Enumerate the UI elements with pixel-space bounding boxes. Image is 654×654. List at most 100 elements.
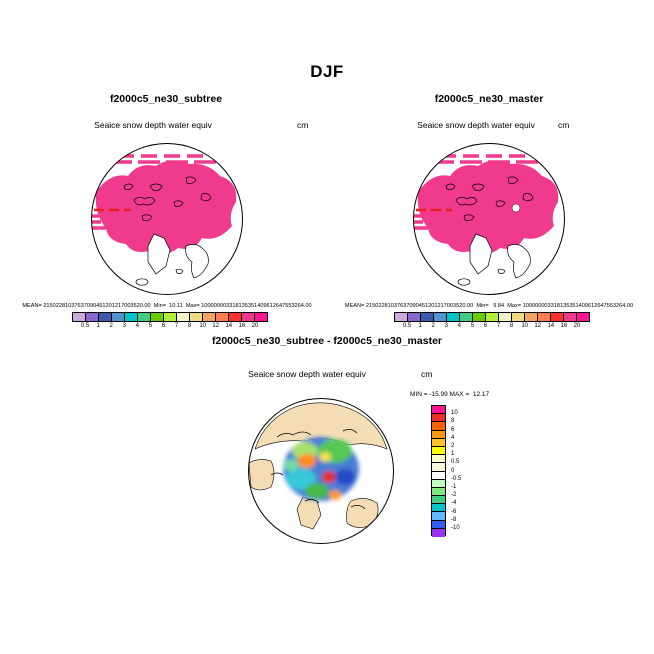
colorbar-tick-label: 6 [451, 426, 455, 433]
colorbar-cells [72, 312, 268, 322]
colorbar-tick-label: 8 [509, 323, 514, 329]
colorbar-cell [486, 313, 499, 321]
colorbar-cell [432, 446, 445, 456]
colorbar-cell [460, 313, 473, 321]
colorbar-tick-label: 10 [521, 323, 528, 329]
colorbar-tick-label: 0.5 [451, 459, 460, 466]
field-label-master: Seaice snow depth water equiv [417, 120, 535, 130]
colorbar-subtree: 0.5 1 2 3 4 5 6 7 8 10 12 14 16 20 [72, 312, 268, 331]
colorbar-tick-label: 0.5 [80, 323, 90, 329]
colorbar-cell [434, 313, 447, 321]
colorbar-cell [447, 313, 460, 321]
colorbar-cells [394, 312, 590, 322]
colorbar-tick-label: 6 [483, 323, 488, 329]
colorbar-cell [432, 504, 445, 513]
colorbar-tick-label: 14 [225, 323, 233, 329]
colorbar-tick-label: 6 [161, 323, 166, 329]
units-label-subtree: cm [297, 120, 309, 130]
colorbar-tick-label: -1 [451, 484, 457, 490]
colorbar-tick-label: 1 [96, 323, 100, 329]
panel-title-subtree: f2000c5_ne30_subtree [109, 93, 223, 105]
field-label-diff: Seaice snow depth water equiv [248, 369, 366, 379]
colorbar-labels: 0.5 1 2 3 4 5 6 7 8 10 12 14 16 20 [394, 323, 590, 331]
colorbar-cell [432, 463, 445, 472]
arctic-map-diff [247, 397, 395, 545]
colorbar-cell [421, 313, 434, 321]
colorbar-tick-label: 2 [451, 443, 455, 449]
colorbar-cell [432, 455, 445, 464]
units-label-diff: cm [421, 369, 433, 379]
colorbar-tick-label: 20 [573, 323, 581, 329]
colorbar-tick-label: 5 [470, 323, 475, 329]
colorbar-diff: 10 8 6 4 2 1 0.5 0 -0.5 -1 -2 -4 -6 -8 -10 [431, 405, 461, 537]
map-anomaly-spot [511, 203, 521, 213]
colorbar-cells [431, 405, 446, 537]
colorbar-tick-label: 7 [496, 323, 501, 329]
colorbar-cell [432, 528, 445, 537]
colorbar-cell [86, 313, 99, 321]
colorbar-cell [432, 438, 445, 447]
colorbar-cell [499, 313, 512, 321]
colorbar-cell [112, 313, 125, 321]
season-title: DJF [310, 62, 344, 81]
colorbar-tick-label: 4 [451, 434, 455, 441]
colorbar-tick-label: 2 [431, 323, 435, 329]
colorbar-cell [538, 313, 551, 321]
units-label-master: cm [558, 120, 570, 130]
colorbar-tick-label: 12 [534, 323, 542, 329]
colorbar-tick-label: 2 [109, 323, 113, 329]
colorbar-cell [525, 313, 538, 321]
colorbar-cell [432, 487, 445, 497]
colorbar-tick-label: 4 [457, 323, 461, 329]
panel-title-master: f2000c5_ne30_master [434, 93, 544, 105]
colorbar-cell [551, 313, 564, 321]
colorbar-cell [432, 520, 445, 529]
colorbar-cell [577, 313, 589, 321]
colorbar-tick-label: 0 [451, 467, 455, 474]
colorbar-cell [432, 479, 445, 488]
colorbar-cell [564, 313, 577, 321]
colorbar-tick-label: 12 [212, 323, 220, 329]
colorbar-tick-label: 7 [174, 323, 179, 329]
colorbar-cell [216, 313, 229, 321]
colorbar-tick-label: -10 [451, 525, 460, 531]
colorbar-cell [408, 313, 421, 321]
colorbar-tick-label: 5 [148, 323, 153, 329]
colorbar-tick-label: 8 [451, 418, 455, 425]
colorbar-cell [125, 313, 138, 321]
colorbar-tick-label: 3 [122, 323, 126, 329]
colorbar-tick-label: 4 [135, 323, 139, 329]
colorbar-labels: 0.5 1 2 3 4 5 6 7 8 10 12 14 16 20 [72, 323, 268, 331]
colorbar-tick-label: -2 [451, 492, 457, 499]
colorbar-tick-label: 10 [199, 323, 206, 329]
arctic-map-subtree [90, 142, 244, 296]
field-label-subtree: Seaice snow depth water equiv [94, 120, 212, 130]
stats-master: MEAN= 21502281037637090451201217003520.0… [344, 303, 634, 309]
colorbar-cell [242, 313, 255, 321]
colorbar-tick-label: 0.5 [402, 323, 412, 329]
colorbar-cell [432, 422, 445, 431]
colorbar-cell [432, 414, 445, 423]
colorbar-tick-label: -8 [451, 516, 457, 523]
colorbar-cell [164, 313, 177, 321]
stats-subtree: MEAN= 21502281037637090451201217003520.0… [22, 303, 312, 309]
colorbar-cell [177, 313, 190, 321]
colorbar-cell [203, 313, 216, 321]
colorbar-cell [432, 512, 445, 521]
colorbar-cell [151, 313, 164, 321]
colorbar-cell [73, 313, 86, 321]
colorbar-cell [255, 313, 267, 321]
colorbar-tick-label: -4 [451, 500, 457, 507]
colorbar-tick-label: -0.5 [451, 475, 462, 482]
colorbar-master: 0.5 1 2 3 4 5 6 7 8 10 12 14 16 20 [394, 312, 590, 331]
colorbar-tick-label: 8 [187, 323, 192, 329]
colorbar-tick-label: 3 [444, 323, 448, 329]
panel-title-diff: f2000c5_ne30_subtree - f2000c5_ne30_mast… [212, 335, 442, 347]
colorbar-cell [473, 313, 486, 321]
colorbar-tick-label: -6 [451, 508, 457, 515]
colorbar-tick-label: 1 [451, 451, 455, 458]
colorbar-tick-label: 1 [418, 323, 422, 329]
colorbar-cell [99, 313, 112, 321]
colorbar-cell [432, 430, 445, 439]
